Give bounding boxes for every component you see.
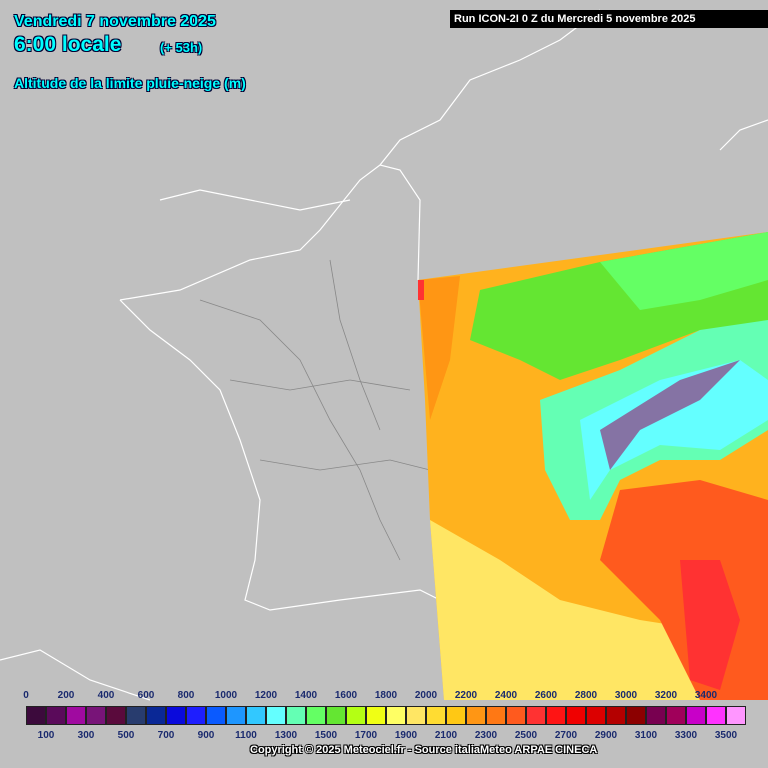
copyright: Copyright © 2025 Meteociel.fr - Source i… xyxy=(250,744,598,756)
legend-label-bottom: 300 xyxy=(77,730,95,741)
legend-swatch xyxy=(666,706,686,725)
legend-label-bottom: 500 xyxy=(117,730,135,741)
time: 6:00 locale xyxy=(14,33,122,56)
legend-label-top: 400 xyxy=(97,690,115,701)
legend-label-top: 1600 xyxy=(334,690,358,701)
title: Altitude de la limite pluie-neige (m) xyxy=(14,75,246,91)
legend-label-bottom: 3500 xyxy=(714,730,738,741)
legend-swatch xyxy=(226,706,246,725)
run-info: Run ICON-2I 0 Z du Mercredi 5 novembre 2… xyxy=(450,10,768,28)
legend-swatch xyxy=(26,706,46,725)
legend-swatch xyxy=(726,706,746,725)
legend-swatch xyxy=(346,706,366,725)
zone-alps-high xyxy=(580,360,768,500)
legend-swatch xyxy=(406,706,426,725)
borders xyxy=(199,259,431,561)
legend-swatch xyxy=(446,706,466,725)
legend-label-top: 3000 xyxy=(614,690,638,701)
date: Vendredi 7 novembre 2025 xyxy=(14,13,216,30)
legend-label-top: 800 xyxy=(177,690,195,701)
legend-swatch xyxy=(686,706,706,725)
legend-label-top: 2600 xyxy=(534,690,558,701)
legend-label-top: 600 xyxy=(137,690,155,701)
legend-swatch xyxy=(146,706,166,725)
legend-label-bottom: 1900 xyxy=(394,730,418,741)
legend-label-top: 2400 xyxy=(494,690,518,701)
legend-label-bottom: 1500 xyxy=(314,730,338,741)
legend-label-top: 2000 xyxy=(414,690,438,701)
legend-swatch xyxy=(186,706,206,725)
legend-swatch xyxy=(66,706,86,725)
legend-label-top: 2800 xyxy=(574,690,598,701)
legend-swatch xyxy=(306,706,326,725)
legend-label-bottom: 100 xyxy=(37,730,55,741)
legend-swatch xyxy=(566,706,586,725)
legend-swatch xyxy=(366,706,386,725)
legend-label-bottom: 1700 xyxy=(354,730,378,741)
legend-swatch xyxy=(706,706,726,725)
legend-label-top: 1200 xyxy=(254,690,278,701)
legend-swatch xyxy=(546,706,566,725)
legend-label-bottom: 2100 xyxy=(434,730,458,741)
legend-label-top: 3400 xyxy=(694,690,718,701)
zone-corner xyxy=(418,280,424,300)
legend-swatch xyxy=(646,706,666,725)
legend-swatch xyxy=(426,706,446,725)
coastlines xyxy=(0,9,768,701)
legend-label-bottom: 700 xyxy=(157,730,175,741)
legend-label-top: 1400 xyxy=(294,690,318,701)
legend-swatch xyxy=(126,706,146,725)
legend-swatch xyxy=(486,706,506,725)
legend-swatch xyxy=(286,706,306,725)
legend-label-bottom: 2500 xyxy=(514,730,538,741)
legend-swatch xyxy=(46,706,66,725)
legend-swatch xyxy=(526,706,546,725)
legend-label-bottom: 2300 xyxy=(474,730,498,741)
legend-label-top: 3200 xyxy=(654,690,678,701)
legend-swatch xyxy=(86,706,106,725)
legend-swatch xyxy=(586,706,606,725)
legend-label-top: 1800 xyxy=(374,690,398,701)
zone-corsica xyxy=(680,560,740,690)
legend-label-bottom: 3100 xyxy=(634,730,658,741)
legend-swatch xyxy=(506,706,526,725)
legend-swatch xyxy=(106,706,126,725)
legend-swatch xyxy=(626,706,646,725)
legend-label-bottom: 2700 xyxy=(554,730,578,741)
zone-hatch xyxy=(600,360,740,470)
legend-swatch xyxy=(326,706,346,725)
legend-label-top: 0 xyxy=(23,690,29,701)
legend-label-bottom: 1300 xyxy=(274,730,298,741)
legend-swatch xyxy=(166,706,186,725)
legend-label-top: 200 xyxy=(57,690,75,701)
legend-label-top: 2200 xyxy=(454,690,478,701)
legend-label-bottom: 1100 xyxy=(235,730,257,741)
legend-label-top: 1000 xyxy=(214,690,238,701)
zone-north2 xyxy=(600,232,768,310)
legend-swatch xyxy=(606,706,626,725)
legend-swatch xyxy=(246,706,266,725)
offset: (+ 53h) xyxy=(160,40,203,55)
legend-label-bottom: 2900 xyxy=(594,730,618,741)
legend-label-bottom: 3300 xyxy=(674,730,698,741)
legend: 0 200 400 600 800 1000 1200 1400 1600 1800 2000 220… xyxy=(0,686,768,756)
legend-swatch xyxy=(206,706,226,725)
legend-swatch xyxy=(266,706,286,725)
legend-label-bottom: 900 xyxy=(197,730,215,741)
legend-swatch xyxy=(466,706,486,725)
legend-swatch xyxy=(386,706,406,725)
zone-west xyxy=(418,276,460,420)
